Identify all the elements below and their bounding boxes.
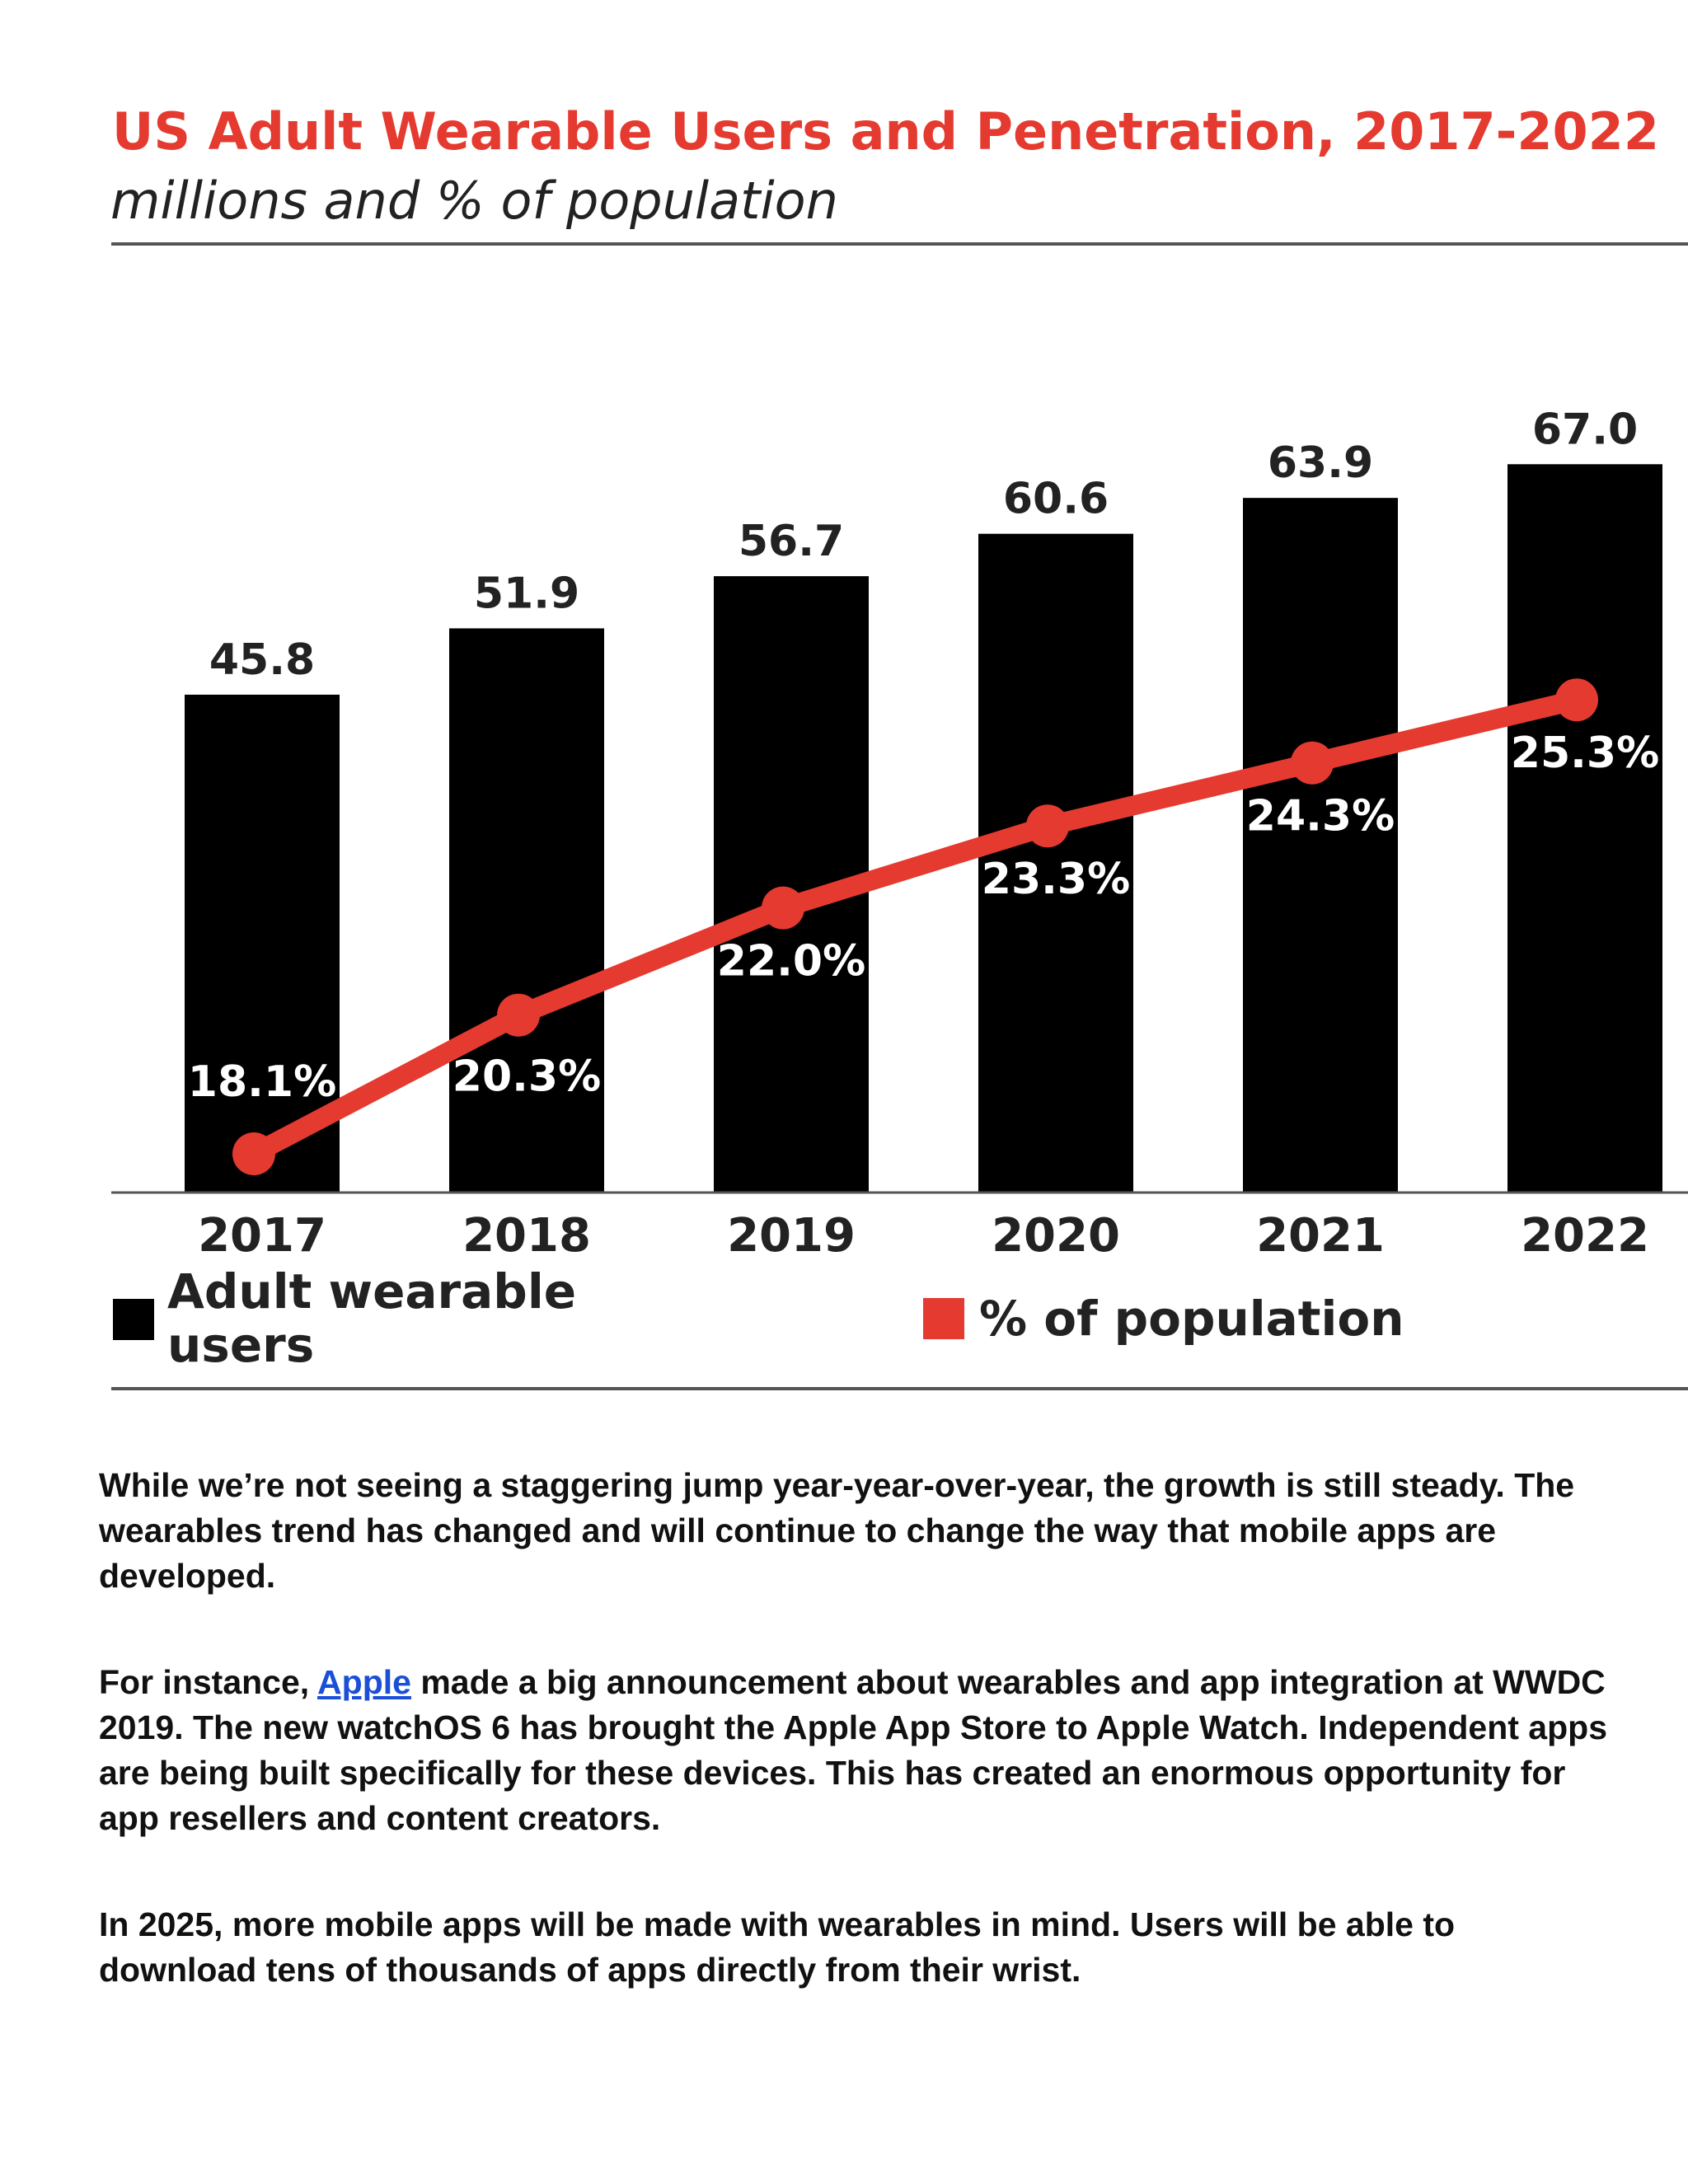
x-tick-label-2021: 2021 [1256, 1209, 1385, 1263]
population-point-2017 [232, 1132, 275, 1175]
population-value-label-2017: 18.1% [188, 1057, 336, 1107]
bar-2022 [1507, 464, 1662, 1193]
population-point-2021 [1291, 741, 1334, 785]
population-value-label-2020: 23.3% [982, 855, 1130, 904]
population-point-2022 [1555, 678, 1598, 722]
paragraph-2-intro: For instance, [99, 1663, 318, 1701]
paragraph-2-rest: made a big announcement about wearables … [99, 1663, 1608, 1837]
x-tick-label-2019: 2019 [727, 1209, 856, 1263]
population-value-label-2019: 22.0% [717, 937, 865, 987]
bar-2021 [1243, 498, 1398, 1193]
apple-link[interactable]: Apple [317, 1663, 411, 1701]
legend-label-users-1: Adult wearable [167, 1263, 576, 1319]
bar-value-label-2021: 63.9 [1268, 438, 1373, 488]
x-tick-label-2020: 2020 [992, 1209, 1120, 1263]
population-value-label-2018: 20.3% [452, 1052, 601, 1102]
bar-value-label-2019: 56.7 [738, 517, 844, 566]
bar-2020 [978, 533, 1133, 1193]
article-body: While we’re not seeing a staggering jump… [99, 1463, 1615, 2054]
chart-subtitle: millions and % of population [110, 171, 838, 231]
population-line [244, 690, 1587, 1164]
x-tick-label-2017: 2017 [198, 1209, 326, 1263]
legend-swatch-users [113, 1299, 154, 1340]
labels-layer: 45.8 2017 51.9 2018 56.7 2019 60.6 2020 63.9 2021… [188, 405, 1659, 1263]
x-tick-label-2018: 2018 [462, 1209, 591, 1263]
bar-value-label-2018: 51.9 [474, 569, 579, 618]
bar-value-label-2020: 60.6 [1003, 475, 1109, 524]
bar-2017 [185, 694, 340, 1193]
x-tick-label-2022: 2022 [1521, 1209, 1649, 1263]
chart-title: US Adult Wearable Users and Penetration,… [112, 101, 1659, 162]
article-paragraph-2: For instance, Apple made a big announcem… [99, 1660, 1615, 1841]
bar-value-label-2017: 45.8 [209, 635, 315, 685]
bars-layer [185, 464, 1662, 1193]
bar-value-label-2022: 67.0 [1532, 405, 1638, 454]
legend-label-users-2: users [167, 1317, 314, 1373]
population-value-label-2022: 25.3% [1511, 729, 1659, 778]
legend-swatch-population [923, 1298, 964, 1339]
line-layer [232, 678, 1598, 1175]
chart: US Adult Wearable Users and Penetration,… [110, 101, 1688, 1390]
article-paragraph-1: While we’re not seeing a staggering jump… [99, 1466, 1575, 1595]
legend-label-population: % of population [979, 1291, 1404, 1347]
article-paragraph-3: In 2025, more mobile apps will be made w… [99, 1905, 1456, 1989]
population-point-2019 [762, 886, 804, 930]
population-value-label-2021: 24.3% [1246, 792, 1395, 841]
population-point-2018 [497, 993, 540, 1037]
population-point-2020 [1026, 804, 1069, 848]
bar-2018 [449, 628, 604, 1193]
